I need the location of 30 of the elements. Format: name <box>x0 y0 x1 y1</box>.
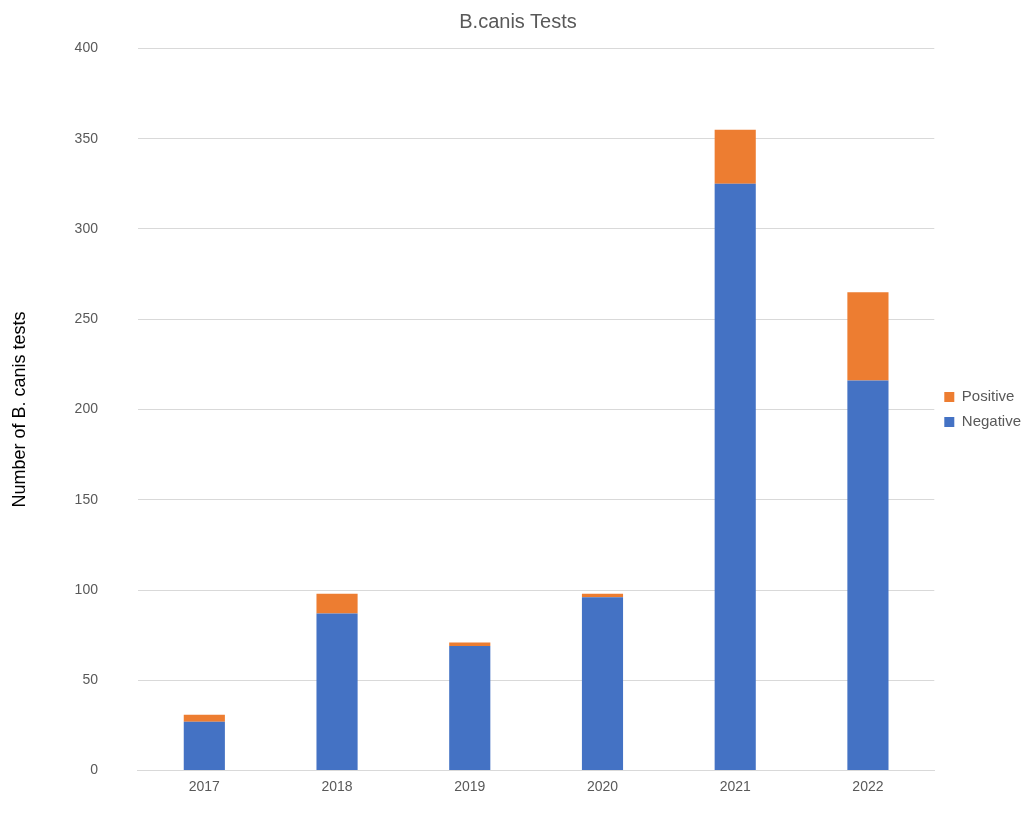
bar <box>316 613 358 771</box>
bar <box>449 642 491 647</box>
bar <box>449 646 491 771</box>
bar <box>847 292 889 381</box>
y-tick-label: 150 <box>74 490 99 507</box>
x-tick-label: 2021 <box>719 777 751 794</box>
x-tick-label: 2017 <box>188 777 221 794</box>
bar <box>714 183 756 771</box>
bar <box>316 593 358 614</box>
x-tick-label: 2019 <box>454 777 486 794</box>
bar <box>581 597 624 771</box>
y-tick-label: 200 <box>74 400 99 417</box>
y-tick-label: 50 <box>82 671 99 688</box>
bar <box>183 714 225 722</box>
y-tick-label: 350 <box>74 129 99 146</box>
y-axis-title: Number of B. canis tests <box>8 311 29 508</box>
legend-label: Negative <box>961 412 1021 430</box>
y-tick-label: 0 <box>90 761 99 778</box>
x-tick-label: 2018 <box>321 777 353 794</box>
bar <box>183 721 225 771</box>
y-tick-label: 100 <box>74 580 99 597</box>
legend-label: Positive <box>961 387 1015 405</box>
x-tick-label: 2022 <box>852 777 884 794</box>
bar <box>847 380 889 771</box>
y-tick-label: 300 <box>74 219 99 236</box>
x-tick-label: 2020 <box>586 777 619 794</box>
chart-title: B.canis Tests <box>459 9 577 32</box>
y-tick-label: 250 <box>74 310 99 327</box>
y-tick-label: 400 <box>74 39 99 56</box>
bar <box>714 129 756 184</box>
